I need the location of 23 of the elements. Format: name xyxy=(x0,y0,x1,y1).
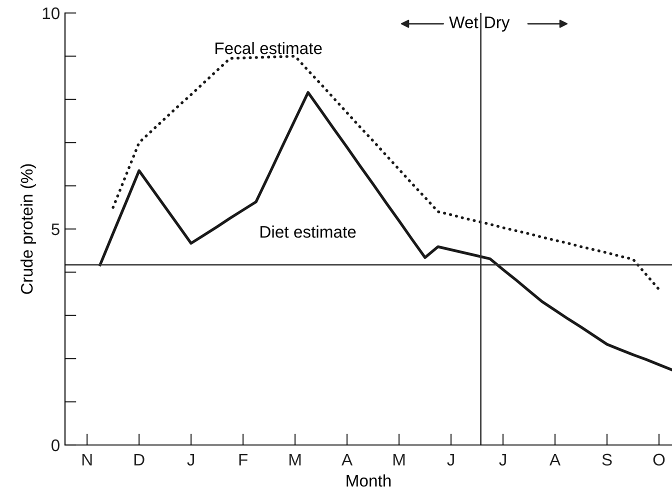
line-series xyxy=(112,54,660,291)
y-axis-title: Crude protein (%) xyxy=(20,164,36,294)
y-tick-label: 0 xyxy=(52,439,60,452)
x-tick-label: A xyxy=(549,454,561,466)
annotation: Dry xyxy=(485,16,510,32)
x-tick-label: O xyxy=(653,454,665,466)
x-tick-label: A xyxy=(342,454,353,466)
x-tick-label: M xyxy=(289,454,301,466)
x-axis-title: Month xyxy=(346,474,391,487)
x-tick-label: J xyxy=(187,454,194,466)
annotation: Wet xyxy=(449,16,478,28)
x-tick-label: S xyxy=(602,454,612,466)
x-tick-label: D xyxy=(134,454,144,466)
annotation: Fecal estimate xyxy=(216,42,322,54)
x-tick-label: F xyxy=(239,454,248,466)
x-tick-label: M xyxy=(393,454,405,466)
line-series xyxy=(98,91,672,372)
annotation: Diet estimate xyxy=(260,226,356,238)
y-tick-label: 5 xyxy=(52,224,60,236)
x-tick-label: J xyxy=(447,454,454,466)
y-tick-label: 10 xyxy=(42,7,60,20)
x-tick-label: N xyxy=(82,454,92,466)
x-tick-label: J xyxy=(499,454,506,466)
